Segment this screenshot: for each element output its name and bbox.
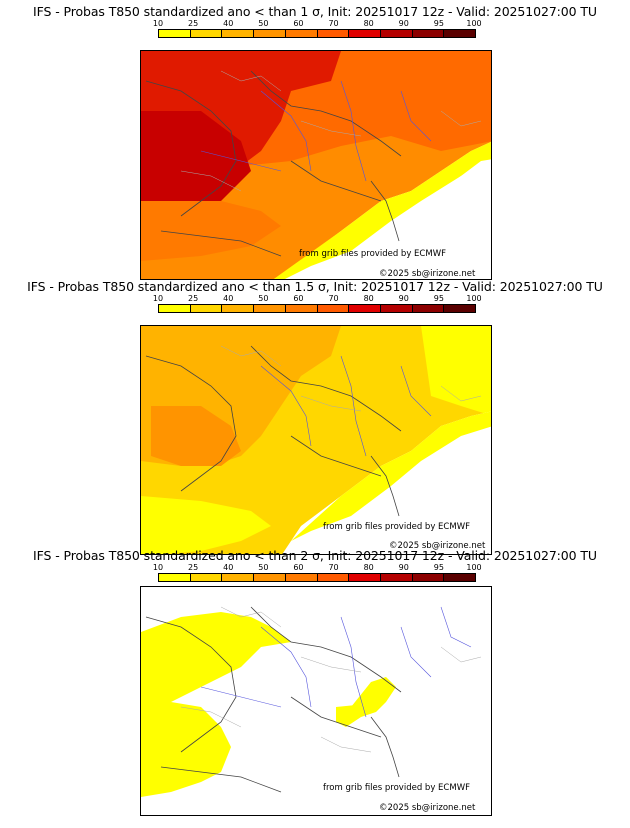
colorbar-segment [190, 30, 223, 37]
colorbar-tick-label: 80 [363, 19, 374, 28]
colorbar-tick-label: 60 [293, 563, 304, 572]
colorbar-segment [285, 574, 318, 581]
colorbar-tick-label: 10 [152, 19, 164, 28]
colorbar-tick-label: 100 [466, 563, 482, 572]
colorbar-segment [349, 30, 381, 37]
colorbar-tick-label: 90 [398, 563, 409, 572]
copyright: ©2025 sb@irizone.net [379, 269, 476, 279]
colorbar-tick-label: 40 [223, 294, 234, 303]
colorbar [158, 304, 476, 313]
colorbar-labels: 10 25 40 50 60 70 80 90 95 100 [152, 563, 482, 573]
colorbar-tick-label: 80 [363, 563, 374, 572]
colorbar-tick-label: 50 [258, 563, 269, 572]
map-graphic [141, 587, 491, 815]
colorbar-tick-label: 90 [398, 19, 409, 28]
copyright: ©2025 sb@irizone.net [379, 803, 476, 813]
colorbar-tick-label: 100 [466, 19, 482, 28]
colorbar-tick-label: 70 [328, 294, 339, 303]
colorbar-labels: 10 25 40 50 60 70 80 90 95 100 [152, 294, 482, 304]
probability-map: from grib files provided by ECMWF ©2025 … [140, 586, 492, 816]
colorbar-segment [380, 30, 413, 37]
colorbar-segment [159, 30, 191, 37]
colorbar-segment [159, 305, 191, 312]
colorbar [158, 29, 476, 38]
colorbar-segment [444, 574, 476, 581]
colorbar-tick-label: 95 [433, 563, 444, 572]
colorbar-tick-label: 100 [466, 294, 482, 303]
copyright: ©2025 sb@irizone.net [389, 541, 486, 551]
colorbar-segment [317, 30, 350, 37]
map-graphic [141, 326, 491, 554]
colorbar-tick-label: 10 [152, 563, 164, 572]
colorbar-segment [222, 305, 255, 312]
colorbar-segment [254, 574, 286, 581]
colorbar-segment [190, 574, 223, 581]
colorbar-tick-label: 80 [363, 294, 374, 303]
map-panel-2: IFS - Probas T850 standardized ano < tha… [0, 279, 630, 555]
colorbar-tick-label: 25 [188, 19, 199, 28]
colorbar-tick-label: 70 [328, 563, 339, 572]
colorbar-segment [444, 305, 476, 312]
colorbar-tick-label: 25 [188, 563, 199, 572]
colorbar-segment [317, 574, 350, 581]
colorbar-tick-label: 40 [223, 563, 234, 572]
colorbar-segment [254, 305, 286, 312]
colorbar [158, 573, 476, 582]
colorbar-labels: 10 25 40 50 60 70 80 90 95 100 [152, 19, 482, 29]
colorbar-segment [349, 305, 381, 312]
colorbar-tick-label: 90 [398, 294, 409, 303]
colorbar-segment [222, 574, 255, 581]
map-panel-1: IFS - Probas T850 standardized ano < tha… [0, 4, 630, 280]
colorbar-tick-label: 40 [223, 19, 234, 28]
panel-title: IFS - Probas T850 standardized ano < tha… [27, 279, 603, 294]
colorbar-tick-label: 50 [258, 294, 269, 303]
map-graphic [141, 51, 491, 279]
colorbar-tick-label: 95 [433, 294, 444, 303]
colorbar-segment [190, 305, 223, 312]
source-credit: from grib files provided by ECMWF [323, 522, 470, 532]
probability-map: from grib files provided by ECMWF ©2025 … [140, 50, 492, 280]
colorbar-tick-label: 60 [293, 294, 304, 303]
colorbar-tick-label: 10 [152, 294, 164, 303]
colorbar-segment [412, 574, 445, 581]
probability-map: from grib files provided by ECMWF ©2025 … [140, 325, 492, 555]
colorbar-segment [159, 574, 191, 581]
colorbar-segment [317, 305, 350, 312]
colorbar-segment [412, 305, 445, 312]
source-credit: from grib files provided by ECMWF [323, 783, 470, 793]
colorbar-segment [444, 30, 476, 37]
colorbar-segment [380, 574, 413, 581]
source-credit: from grib files provided by ECMWF [299, 249, 446, 259]
colorbar-segment [380, 305, 413, 312]
panel-title: IFS - Probas T850 standardized ano < tha… [33, 4, 597, 19]
colorbar-tick-label: 60 [293, 19, 304, 28]
map-panel-3: IFS - Probas T850 standardized ano < tha… [0, 548, 630, 824]
panel-title: IFS - Probas T850 standardized ano < tha… [33, 548, 597, 563]
colorbar-segment [254, 30, 286, 37]
colorbar-segment [349, 574, 381, 581]
colorbar-tick-label: 50 [258, 19, 269, 28]
colorbar-tick-label: 25 [188, 294, 199, 303]
colorbar-tick-label: 95 [433, 19, 444, 28]
colorbar-segment [222, 30, 255, 37]
colorbar-segment [285, 305, 318, 312]
colorbar-segment [285, 30, 318, 37]
colorbar-tick-label: 70 [328, 19, 339, 28]
colorbar-segment [412, 30, 445, 37]
